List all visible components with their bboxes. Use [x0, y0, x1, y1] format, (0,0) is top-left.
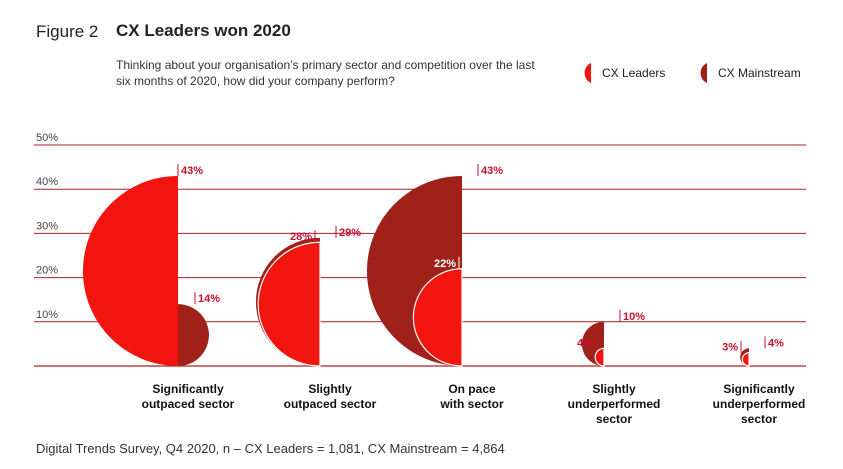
- y-tick-label: 40%: [36, 176, 58, 188]
- category-label: underperformed: [568, 397, 661, 411]
- legend-item-leaders: CX Leaders: [578, 62, 665, 84]
- y-tick-label: 50%: [36, 132, 58, 144]
- legend-mainstream-label: CX Mainstream: [718, 66, 801, 80]
- y-tick-label: 30%: [36, 220, 58, 232]
- legend-leaders-swatch: [584, 63, 591, 83]
- y-tick-label: 10%: [36, 309, 58, 321]
- category-label: Significantly: [723, 382, 795, 396]
- category-label: Slightly: [308, 382, 352, 396]
- mark-leaders-4: [741, 352, 750, 367]
- category-label: with sector: [439, 397, 504, 411]
- data-label-mainstream-3: 10%: [623, 311, 645, 323]
- legend-leaders-label: CX Leaders: [602, 66, 666, 80]
- mark-leaders-2: [412, 268, 463, 367]
- data-label-mainstream-2: 43%: [481, 165, 503, 177]
- category-label: sector: [596, 412, 632, 426]
- data-label-mainstream-1: 29%: [339, 227, 361, 239]
- category-label: On pace: [448, 382, 496, 396]
- mark-leaders-3: [594, 347, 605, 367]
- chart-footer: Digital Trends Survey, Q4 2020, n – CX L…: [36, 441, 505, 456]
- data-label-mainstream-4: 4%: [768, 337, 784, 349]
- legend-item-mainstream: CX Mainstream: [694, 62, 801, 84]
- mark-leaders-0: [82, 175, 178, 366]
- data-label-leaders-1: 28%: [290, 231, 312, 243]
- data-label-mainstream-0: 14%: [198, 293, 220, 305]
- data-label-leaders-0: 43%: [181, 165, 203, 177]
- data-label-leaders-2: 22%: [434, 258, 456, 270]
- mark-mainstream-0: [178, 304, 209, 366]
- category-label: outpaced sector: [284, 397, 377, 411]
- category-label: Slightly: [592, 382, 636, 396]
- data-label-leaders-3: 4%: [577, 337, 593, 349]
- category-label: Significantly: [152, 382, 224, 396]
- y-tick-label: 20%: [36, 265, 58, 277]
- data-label-leaders-4: 3%: [722, 342, 738, 354]
- category-label: underperformed: [713, 397, 806, 411]
- chart-title: CX Leaders won 2020: [116, 21, 291, 40]
- legend-mainstream-swatch: [700, 63, 707, 83]
- category-label: outpaced sector: [142, 397, 235, 411]
- mark-leaders-1: [257, 241, 321, 367]
- chart-subtitle: Thinking about your organisation’s prima…: [116, 58, 535, 88]
- figure-label: Figure 2: [36, 22, 99, 41]
- category-label: sector: [741, 412, 777, 426]
